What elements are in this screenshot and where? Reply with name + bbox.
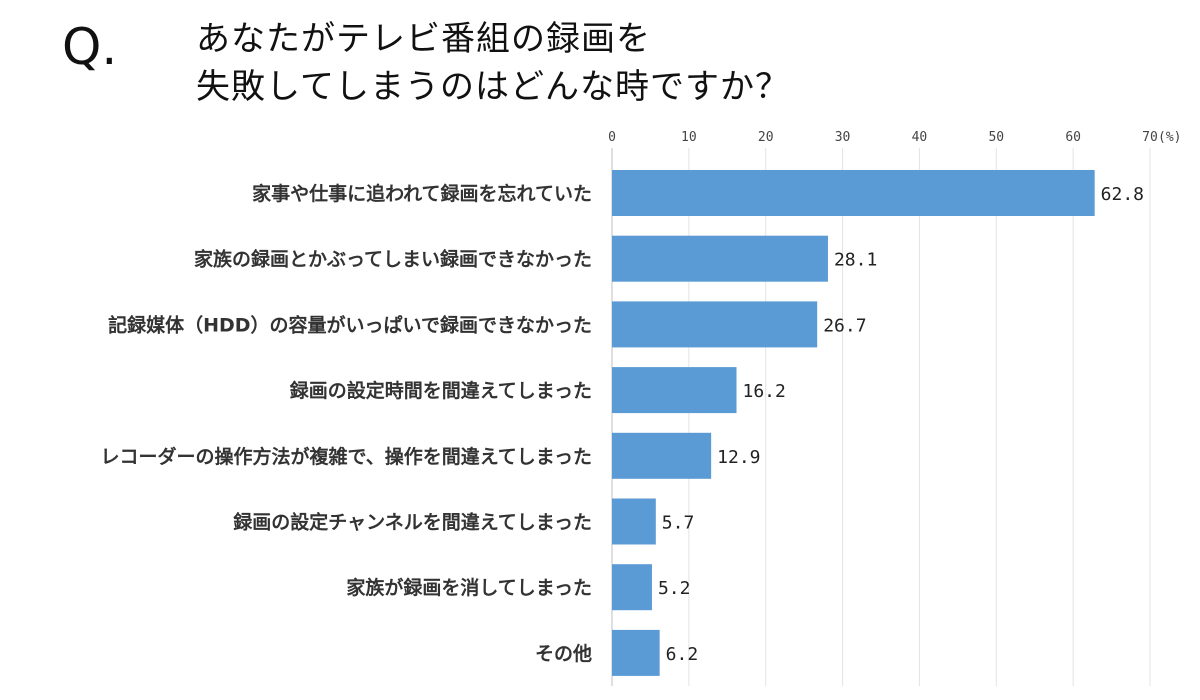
bar	[612, 432, 712, 479]
bar	[612, 301, 818, 348]
value-label: 6.2	[666, 644, 699, 665]
gridlines	[611, 148, 1151, 686]
category-label: 家事や仕事に追われて録画を忘れていた	[252, 182, 592, 205]
category-label: 録画の設定チャンネルを間違えてしまった	[233, 511, 592, 534]
value-labels: 62.8 28.1 26.7 16.2 12.9 5.7 5.2 6.2	[658, 184, 1144, 665]
bar	[612, 564, 652, 611]
category-label: 家族が録画を消してしまった	[346, 576, 592, 599]
question-mark: Q.	[62, 18, 118, 76]
x-tick-label: 30	[835, 130, 851, 145]
value-label: 62.8	[1101, 184, 1144, 205]
x-tick-label: 40	[912, 130, 928, 145]
chart-title-line-1: あなたがテレビ番組の録画を	[196, 19, 651, 59]
x-tick-label: 10	[681, 130, 697, 145]
value-label: 26.7	[823, 315, 866, 336]
value-label: 16.2	[743, 381, 786, 402]
bar	[612, 629, 660, 676]
x-tick-label: 20	[758, 130, 774, 145]
bar	[612, 367, 737, 414]
category-labels: 家事や仕事に追われて録画を忘れていた家族の録画とかぶってしまい録画できなかった記…	[100, 182, 592, 665]
chart-title-line-2: 失敗してしまうのはどんな時ですか？	[196, 67, 790, 107]
value-label: 5.2	[658, 578, 691, 599]
bar	[612, 170, 1095, 216]
x-axis-ticks: 0 10 20 30 40 50 60 70 (%)	[608, 130, 1181, 145]
category-label: 記録媒体（HDD）の容量がいっぱいで録画できなかった	[108, 313, 592, 336]
value-label: 28.1	[834, 250, 877, 271]
x-tick-label: 60	[1065, 130, 1081, 145]
category-label: 録画の設定時間を間違えてしまった	[290, 379, 592, 402]
bar	[612, 498, 656, 545]
value-label: 5.7	[662, 513, 695, 534]
bars	[612, 170, 1095, 676]
bar	[612, 235, 828, 282]
category-label: その他	[535, 642, 592, 665]
x-tick-label: 0	[608, 130, 616, 145]
category-label: 家族の録画とかぶってしまい録画できなかった	[194, 248, 592, 271]
x-tick-label: 50	[988, 130, 1004, 145]
axis-unit-label: (%)	[1158, 130, 1181, 145]
value-label: 12.9	[717, 447, 760, 468]
category-label: レコーダーの操作方法が複雑で、操作を間違えてしまった	[100, 445, 592, 468]
x-tick-label: 70	[1142, 130, 1158, 145]
